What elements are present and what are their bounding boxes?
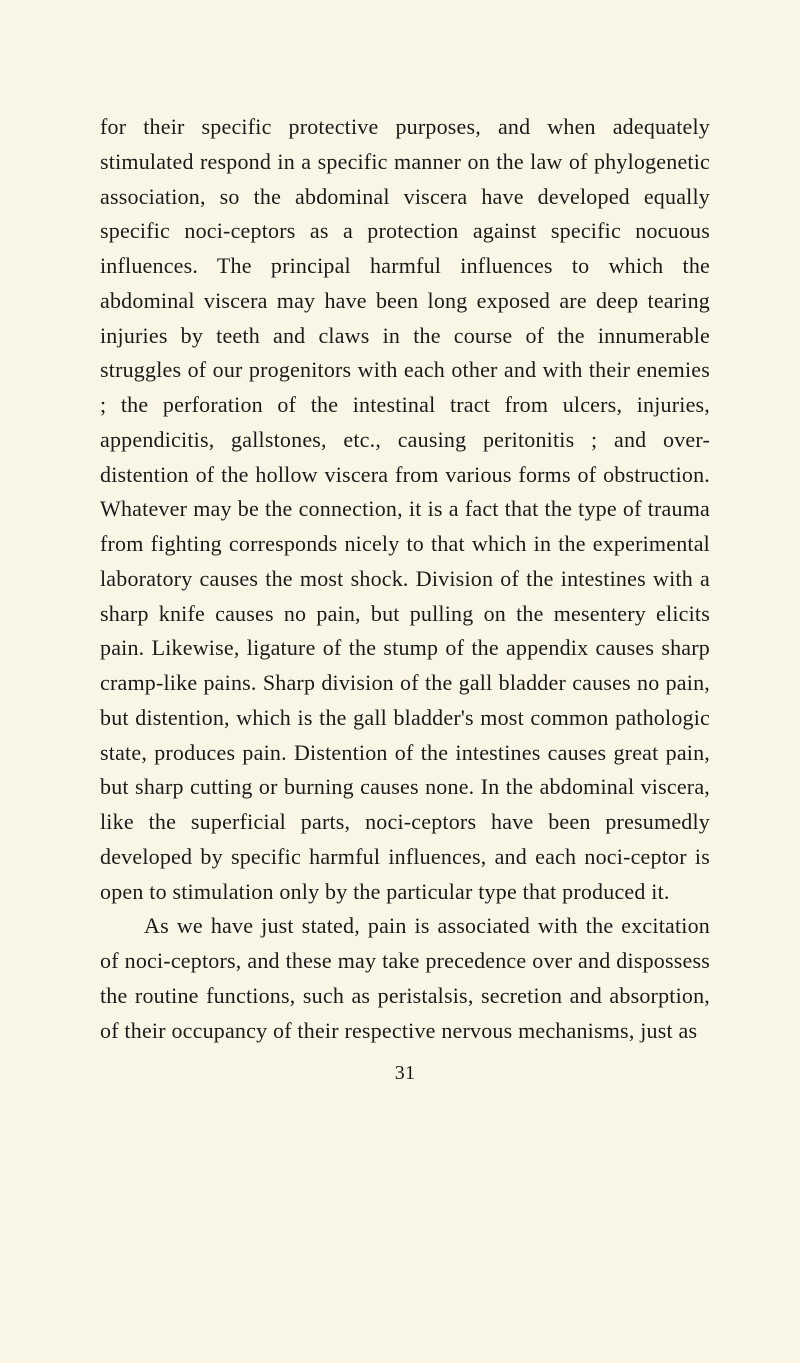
- body-paragraph-1: for their specific protective purposes, …: [100, 110, 710, 909]
- page-number: 31: [100, 1062, 710, 1085]
- body-paragraph-2: As we have just stated, pain is associat…: [100, 909, 710, 1048]
- page-content: for their specific protective purposes, …: [100, 110, 710, 1048]
